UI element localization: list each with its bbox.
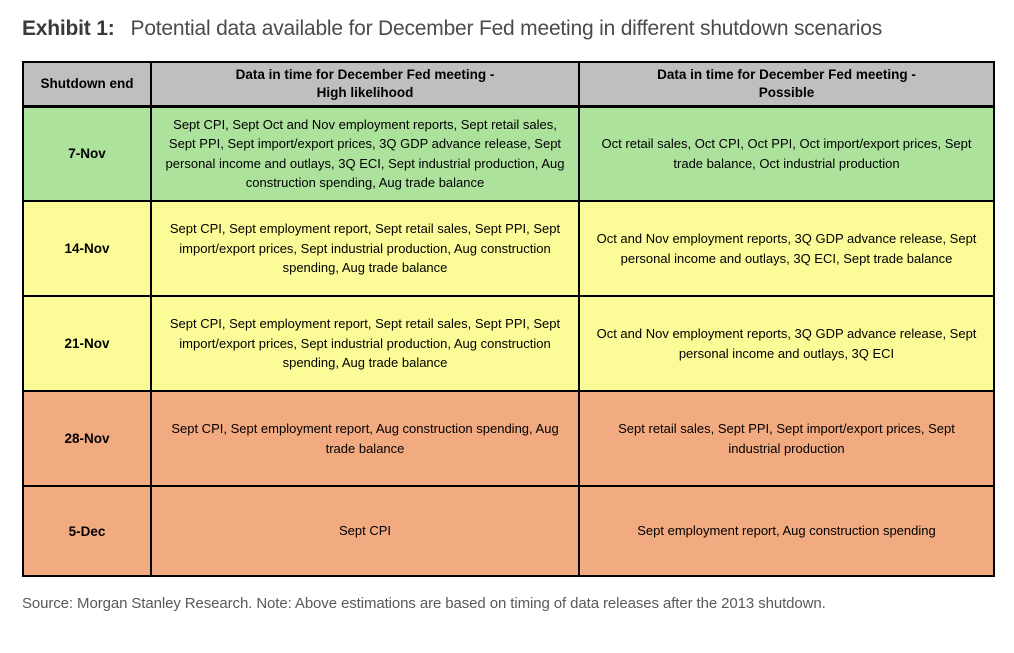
possible-cell: Oct and Nov employment reports, 3Q GDP a…	[578, 295, 995, 392]
table-row-14-nov: 14-Nov Sept CPI, Sept employment report,…	[22, 200, 995, 297]
high-likelihood-cell: Sept CPI, Sept employment report, Sept r…	[150, 295, 580, 392]
header-shutdown-end: Shutdown end	[22, 61, 152, 108]
high-likelihood-cell: Sept CPI, Sept employment report, Aug co…	[150, 390, 580, 487]
exhibit-label: Exhibit 1:	[22, 17, 115, 40]
table-row-5-dec: 5-Dec Sept CPI Sept employment report, A…	[22, 485, 995, 577]
possible-cell: Sept retail sales, Sept PPI, Sept import…	[578, 390, 995, 487]
table-row-7-nov: 7-Nov Sept CPI, Sept Oct and Nov employm…	[22, 105, 995, 202]
header-high-likelihood: Data in time for December Fed meeting - …	[150, 61, 580, 108]
table-row-21-nov: 21-Nov Sept CPI, Sept employment report,…	[22, 295, 995, 392]
possible-cell: Sept employment report, Aug construction…	[578, 485, 995, 577]
shutdown-scenarios-table: Shutdown end Data in time for December F…	[22, 61, 995, 577]
exhibit-title-text: Potential data available for December Fe…	[130, 17, 883, 40]
table-header-row: Shutdown end Data in time for December F…	[22, 61, 995, 108]
high-likelihood-cell: Sept CPI	[150, 485, 580, 577]
shutdown-end-date: 14-Nov	[22, 200, 152, 297]
shutdown-end-date: 21-Nov	[22, 295, 152, 392]
source-note: Source: Morgan Stanley Research. Note: A…	[22, 595, 826, 612]
high-likelihood-cell: Sept CPI, Sept employment report, Sept r…	[150, 200, 580, 297]
high-likelihood-cell: Sept CPI, Sept Oct and Nov employment re…	[150, 105, 580, 202]
possible-cell: Oct and Nov employment reports, 3Q GDP a…	[578, 200, 995, 297]
shutdown-end-date: 7-Nov	[22, 105, 152, 202]
header-possible: Data in time for December Fed meeting - …	[578, 61, 995, 108]
possible-cell: Oct retail sales, Oct CPI, Oct PPI, Oct …	[578, 105, 995, 202]
exhibit-title: Exhibit 1: Potential data available for D…	[22, 6, 927, 51]
shutdown-end-date: 5-Dec	[22, 485, 152, 577]
shutdown-end-date: 28-Nov	[22, 390, 152, 487]
table-row-28-nov: 28-Nov Sept CPI, Sept employment report,…	[22, 390, 995, 487]
